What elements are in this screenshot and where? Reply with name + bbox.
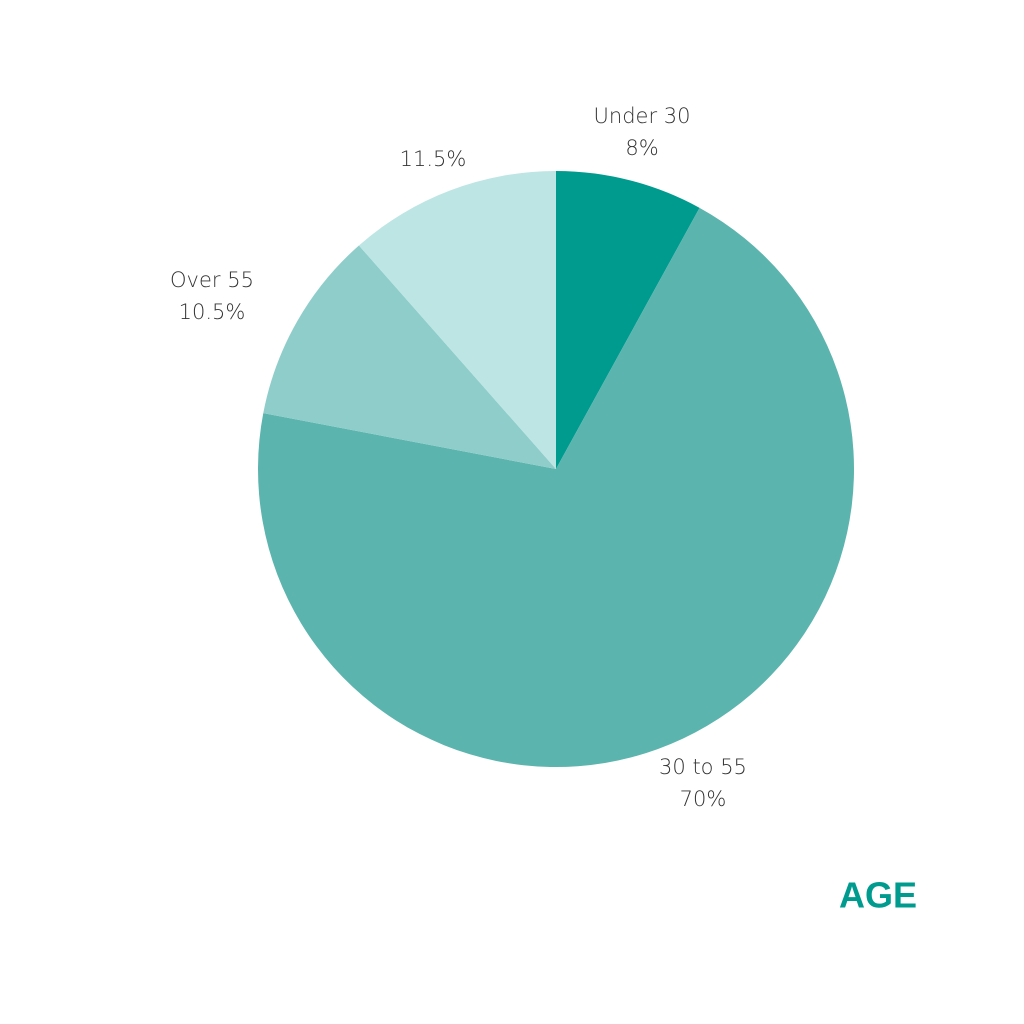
chart-title: AGE — [839, 875, 917, 916]
pie-slice — [358, 171, 556, 469]
slice-value: 11.5% — [400, 147, 467, 171]
slice-label: 30 to 55 — [659, 755, 747, 779]
slice-value: 70% — [680, 787, 727, 811]
slice-value: 10.5% — [179, 300, 246, 324]
pie-slice — [263, 245, 556, 469]
pie-slice — [556, 171, 700, 469]
slice-label: Over 55 — [170, 268, 254, 292]
slice-label: Under 30 — [594, 104, 691, 128]
pie-slice — [258, 207, 855, 768]
slice-value: 8% — [625, 136, 658, 160]
